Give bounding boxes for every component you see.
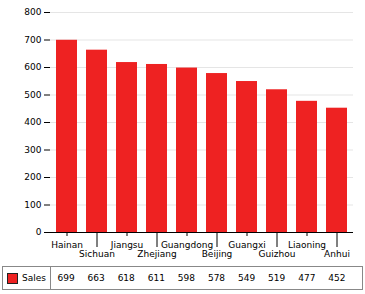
svg-text:100: 100 [24,200,41,210]
svg-text:700: 700 [24,35,41,45]
svg-text:Guangxi: Guangxi [228,239,266,250]
svg-text:Zhejiang: Zhejiang [137,249,176,259]
svg-text:600: 600 [24,62,41,72]
svg-text:Hainan: Hainan [51,240,83,250]
html-text:611: 611 [147,273,165,283]
svg-text:Anhui: Anhui [324,249,350,259]
html-text:Sales: Sales [22,273,46,283]
html-text:663: 663 [87,273,105,283]
svg-text:500: 500 [24,90,41,100]
svg-text:Beijing: Beijing [202,249,233,259]
html-text:452: 452 [328,273,346,283]
svg-text:200: 200 [24,172,41,182]
svg-text:Jiangsu: Jiangsu [110,239,144,250]
html-text:549: 549 [238,273,256,283]
svg-text:Guangdong: Guangdong [160,239,214,250]
svg-text:800: 800 [24,7,41,17]
svg-text:Liaoning: Liaoning [287,239,327,250]
svg-text:0: 0 [36,227,42,237]
html-text:578: 578 [207,273,226,283]
svg-text:Sichuan: Sichuan [79,249,115,259]
html-text:618: 618 [117,273,135,283]
svg-text:300: 300 [24,145,41,155]
html-text:598: 598 [177,273,195,283]
html-text:519: 519 [268,273,286,283]
svg-text:400: 400 [24,117,41,127]
html-text:477: 477 [298,273,316,283]
html-text:699: 699 [57,273,75,283]
svg-text:Guizhou: Guizhou [259,249,296,259]
